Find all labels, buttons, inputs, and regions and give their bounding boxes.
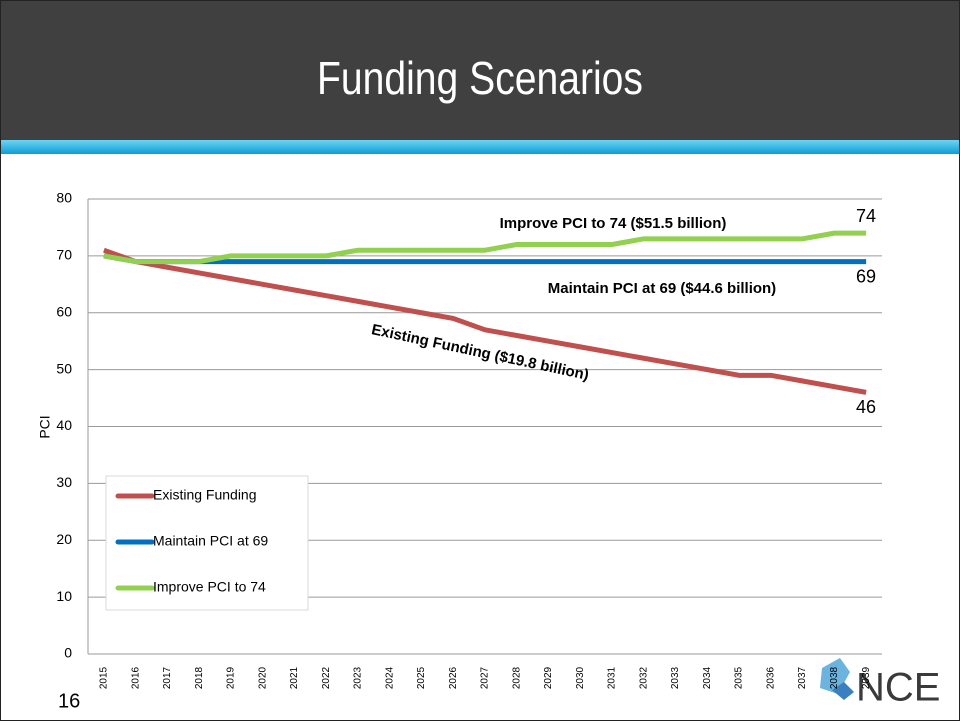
x-tick-label: 2036	[765, 666, 776, 689]
series-line	[103, 230, 867, 265]
x-tick-label: 2035	[734, 666, 745, 689]
series-line	[103, 253, 867, 265]
x-tick-label: 2020	[257, 666, 268, 689]
x-tick-label: 2021	[289, 666, 300, 689]
data-label: 69	[856, 266, 876, 286]
x-tick-label: 2033	[670, 666, 681, 689]
y-tick-label: 60	[56, 303, 72, 319]
x-tick-label: 2025	[416, 666, 427, 689]
x-tick-label: 2028	[511, 666, 522, 689]
x-tick-label: 2038	[829, 666, 840, 689]
y-tick-label: 0	[64, 645, 72, 661]
x-tick-label: 2037	[797, 666, 808, 689]
logo-icon-part	[832, 682, 854, 700]
x-tick-label: 2018	[194, 666, 205, 689]
y-tick-label: 50	[56, 360, 72, 376]
x-tick-label: 2039	[861, 666, 872, 689]
legend-label: Existing Funding	[153, 487, 257, 503]
legend-label: Maintain PCI at 69	[153, 533, 268, 549]
header-bar	[0, 0, 960, 142]
x-tick-label: 2015	[99, 666, 110, 689]
x-tick-label: 2034	[702, 666, 713, 689]
y-tick-label: 20	[56, 531, 72, 547]
x-tick-label: 2019	[226, 666, 237, 689]
x-tick-label: 2032	[638, 666, 649, 689]
x-tick-label: 2031	[607, 666, 618, 689]
x-tick-label: 2023	[353, 666, 364, 689]
x-tick-label: 2022	[321, 666, 332, 689]
x-tick-label: 2030	[575, 666, 586, 689]
data-label: 46	[856, 397, 876, 417]
x-tick-label: 2016	[130, 666, 141, 689]
y-tick-label: 40	[56, 417, 72, 433]
y-tick-label: 30	[56, 474, 72, 490]
slide-title: Funding Scenarios	[317, 53, 643, 105]
logo-text: NCE	[856, 666, 940, 710]
legend-label: Improve PCI to 74	[153, 579, 266, 595]
series-line	[103, 247, 867, 395]
y-axis-label: PCI	[37, 415, 53, 438]
x-tick-label: 2024	[384, 666, 395, 689]
annotation: Maintain PCI at 69 ($44.6 billion)	[548, 280, 776, 297]
x-tick-label: 2027	[480, 666, 491, 689]
x-tick-label: 2017	[162, 666, 173, 689]
y-tick-label: 80	[56, 190, 72, 206]
y-tick-label: 10	[56, 588, 72, 604]
annotation: Improve PCI to 74 ($51.5 billion)	[500, 215, 727, 232]
header-strip	[0, 140, 960, 154]
data-label: 74	[856, 206, 876, 226]
y-tick-label: 70	[56, 247, 72, 263]
page-number: 16	[58, 690, 80, 712]
x-tick-label: 2029	[543, 666, 554, 689]
x-tick-label: 2026	[448, 666, 459, 689]
